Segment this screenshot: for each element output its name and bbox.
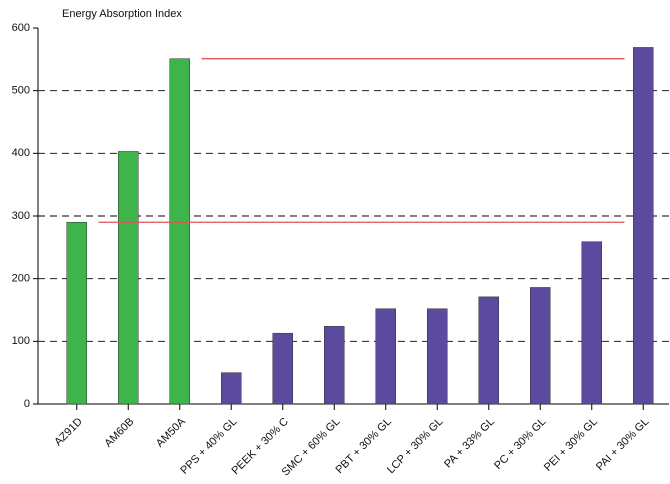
bar <box>66 222 87 405</box>
x-tick-label: LCP + 30% GL <box>385 416 445 476</box>
y-tick-label: 200 <box>12 273 30 285</box>
y-axis-label: Energy Absorption Index <box>62 8 182 20</box>
x-tick-label: PAI + 30% GL <box>594 416 651 473</box>
x-tick-label: AM50A <box>154 415 188 449</box>
x-tick-label: PA + 33% GL <box>442 416 497 471</box>
y-tick-label: 500 <box>12 85 30 97</box>
y-tick-label: 600 <box>12 22 30 34</box>
x-tick-label: AZ91D <box>52 416 85 449</box>
bar <box>530 287 551 405</box>
bar <box>169 58 190 405</box>
bar <box>118 151 139 405</box>
bar <box>221 372 242 405</box>
y-tick-label: 0 <box>24 398 30 410</box>
x-tick-label: PEI + 30% GL <box>542 416 600 474</box>
bar <box>478 296 499 405</box>
bar <box>375 308 396 405</box>
y-tick-label: 400 <box>12 147 30 159</box>
bar <box>633 47 654 405</box>
y-tick-label: 300 <box>12 210 30 222</box>
x-tick-label: AM60B <box>102 416 136 450</box>
bar <box>581 241 602 405</box>
bar <box>272 332 293 405</box>
y-tick-label: 100 <box>12 335 30 347</box>
bar <box>324 326 345 405</box>
x-tick-label: PC + 30% GL <box>492 416 548 472</box>
bar <box>427 308 448 405</box>
